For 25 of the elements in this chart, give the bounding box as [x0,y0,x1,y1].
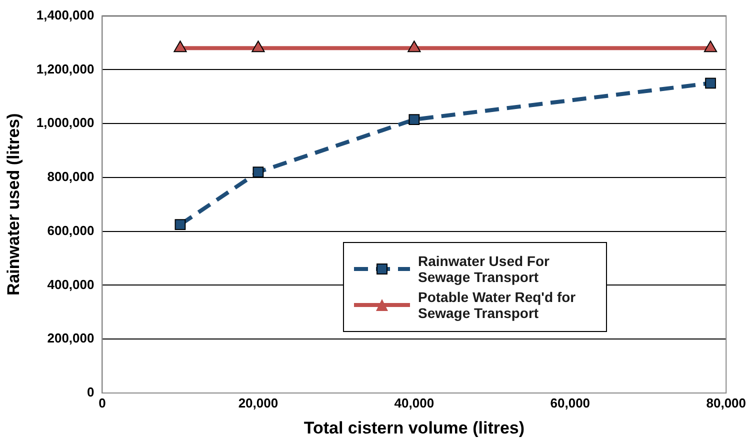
x-tick-label: 60,000 [550,395,590,410]
y-axis-title: Rainwater used (litres) [4,113,23,296]
legend-label: Potable Water Req'd for Sewage Transport [418,289,577,321]
point [408,40,421,52]
y-tick-label: 200,000 [47,330,94,346]
point [174,219,186,230]
y-tick-label: 1,200,000 [36,61,94,76]
point [704,40,718,52]
y-tick-label: 800,000 [47,169,94,184]
point [408,114,420,125]
point [174,40,187,52]
x-axis-title: Total cistern volume (litres) [304,418,525,438]
y-tick-label: 400,000 [47,276,94,292]
point [252,166,264,178]
legend-label: Rainwater Used For Sewage Transport [418,253,550,285]
point [252,40,265,52]
x-tick-label: 0 [98,395,106,410]
x-tick-label: 80,000 [706,395,746,410]
y-tick-label: 1,400,000 [36,7,94,22]
x-tick-label: 40,000 [394,395,434,410]
x-tick-label: 20,000 [238,395,278,410]
y-tick-label: 0 [87,384,94,400]
y-tick-label: 600,000 [47,222,94,238]
point [705,78,716,89]
y-tick-label: 1,000,000 [36,115,94,130]
